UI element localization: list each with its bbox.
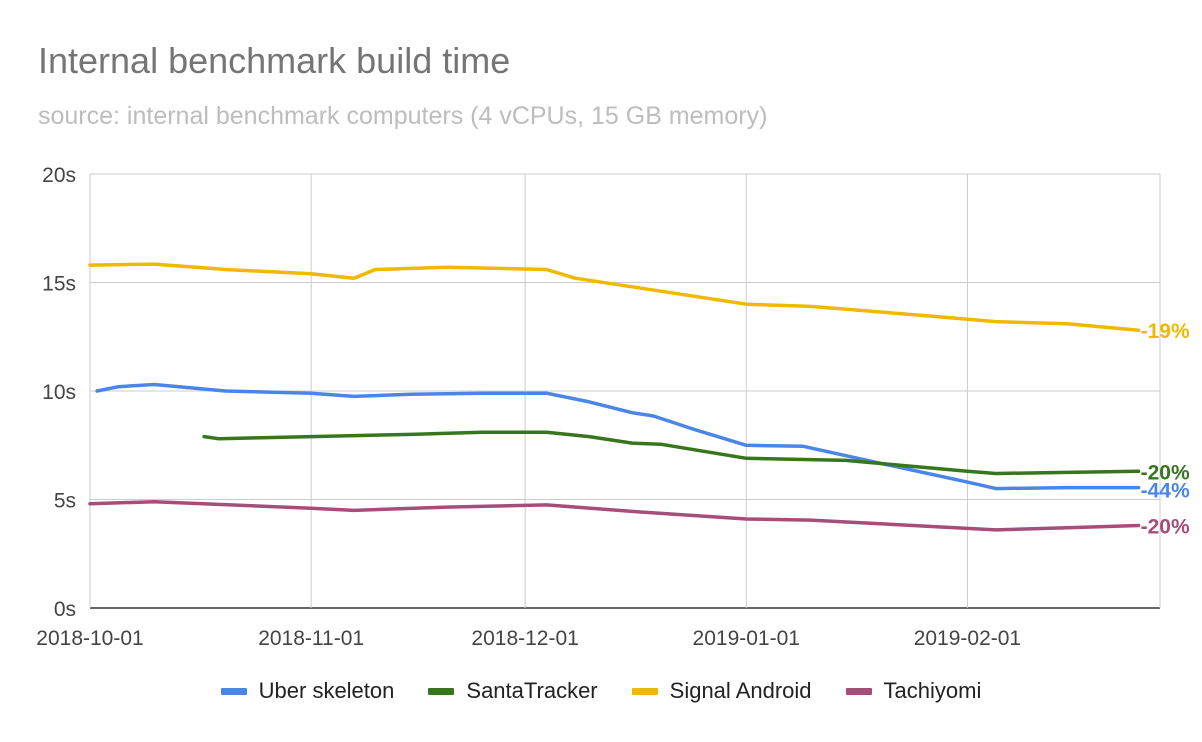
y-tick-label: 0s <box>54 598 76 621</box>
end-label-santatracker: -20% <box>1141 461 1190 484</box>
legend-label: Tachiyomi <box>883 678 982 703</box>
legend-item: Uber skeleton <box>220 678 395 704</box>
x-tick-label: 2018-12-01 <box>471 627 578 650</box>
x-tick-label: 2019-01-01 <box>693 627 800 650</box>
series-lines <box>88 262 1141 532</box>
legend-swatch <box>631 687 658 695</box>
x-tick-label: 2018-11-01 <box>258 627 364 650</box>
y-tick-label: 10s <box>42 381 76 404</box>
end-label-signal-android: -19% <box>1141 320 1190 343</box>
legend-item: Tachiyomi <box>845 678 982 704</box>
x-axis-ticks: 2018-10-01 2018-11-01 2018-12-01 2019-01-01… <box>36 627 1021 650</box>
end-label-tachiyomi: -20% <box>1141 516 1190 539</box>
chart-title: Internal benchmark build time <box>38 40 511 81</box>
legend-swatch <box>845 687 872 695</box>
end-label-uber-skeleton: -44% <box>1141 479 1190 502</box>
series-line-uber-skeleton <box>95 382 1141 491</box>
y-tick-label: 20s <box>42 164 76 187</box>
series-end-labels: -44%-20%-19%-20% <box>1141 320 1190 538</box>
series-line-signal-android <box>88 262 1141 332</box>
y-axis-ticks: 0s 5s 10s 15s 20s <box>42 164 76 621</box>
series-line-tachiyomi <box>88 499 1141 532</box>
legend-item: SantaTracker <box>428 678 598 704</box>
y-tick-label: 5s <box>54 490 76 513</box>
chart-legend: Uber skeleton SantaTracker Signal Android T… <box>0 676 1202 706</box>
legend-swatch <box>428 687 455 695</box>
x-tick-label: 2018-10-01 <box>36 627 143 650</box>
gridlines <box>89 173 1161 609</box>
legend-label: Signal Android <box>669 678 812 703</box>
legend-item: Signal Android <box>631 678 812 704</box>
legend-label: Uber skeleton <box>258 678 395 703</box>
legend-swatch <box>220 687 247 695</box>
y-tick-label: 15s <box>42 273 76 296</box>
x-tick-label: 2019-02-01 <box>914 627 1021 650</box>
series-line-santatracker <box>202 430 1141 476</box>
chart-subtitle: source: internal benchmark computers (4 … <box>38 102 768 130</box>
legend-label: SantaTracker <box>466 678 598 703</box>
